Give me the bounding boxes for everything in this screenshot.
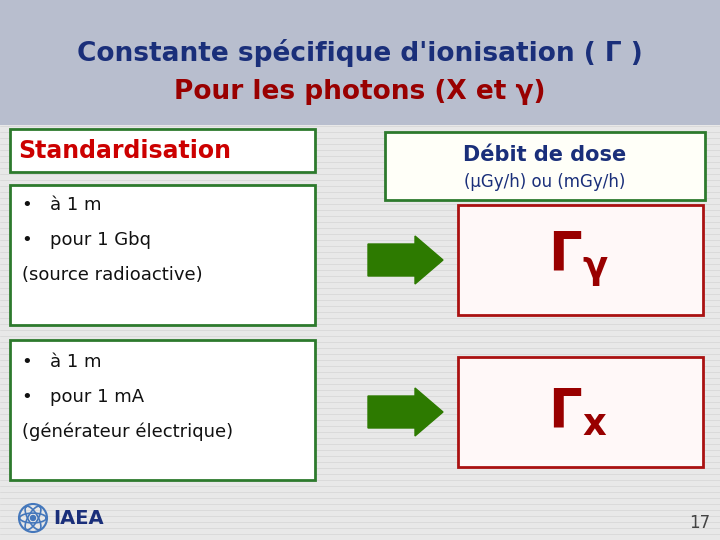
Bar xyxy=(385,132,705,200)
Bar xyxy=(10,129,315,172)
Text: (source radioactive): (source radioactive) xyxy=(22,266,202,284)
Bar xyxy=(10,185,315,325)
Text: Standardisation: Standardisation xyxy=(18,139,231,163)
Text: Constante spécifique d'ionisation ( Γ ): Constante spécifique d'ionisation ( Γ ) xyxy=(77,39,643,67)
Text: •   pour 1 Gbq: • pour 1 Gbq xyxy=(22,231,151,249)
Text: IAEA: IAEA xyxy=(53,509,104,528)
Text: •   pour 1 mA: • pour 1 mA xyxy=(22,388,144,406)
FancyArrow shape xyxy=(368,236,443,284)
Bar xyxy=(458,357,703,467)
Text: Pour les photons (X et γ): Pour les photons (X et γ) xyxy=(174,79,546,105)
Bar xyxy=(0,0,720,125)
Bar xyxy=(10,340,315,480)
FancyArrow shape xyxy=(368,388,443,436)
Text: Débit de dose: Débit de dose xyxy=(464,145,626,165)
Text: •   à 1 m: • à 1 m xyxy=(22,196,102,214)
Text: $\mathbf{\Gamma}_\mathbf{x}$: $\mathbf{\Gamma}_\mathbf{x}$ xyxy=(549,386,608,438)
Bar xyxy=(0,125,720,540)
Text: •   à 1 m: • à 1 m xyxy=(22,353,102,371)
Text: (μGy/h) ou (mGy/h): (μGy/h) ou (mGy/h) xyxy=(464,173,626,191)
Bar xyxy=(458,205,703,315)
Text: $\mathbf{\Gamma}_\mathbf{\gamma}$: $\mathbf{\Gamma}_\mathbf{\gamma}$ xyxy=(548,230,608,290)
Circle shape xyxy=(30,516,35,521)
Text: (générateur électrique): (générateur électrique) xyxy=(22,423,233,441)
Text: 17: 17 xyxy=(689,514,710,532)
